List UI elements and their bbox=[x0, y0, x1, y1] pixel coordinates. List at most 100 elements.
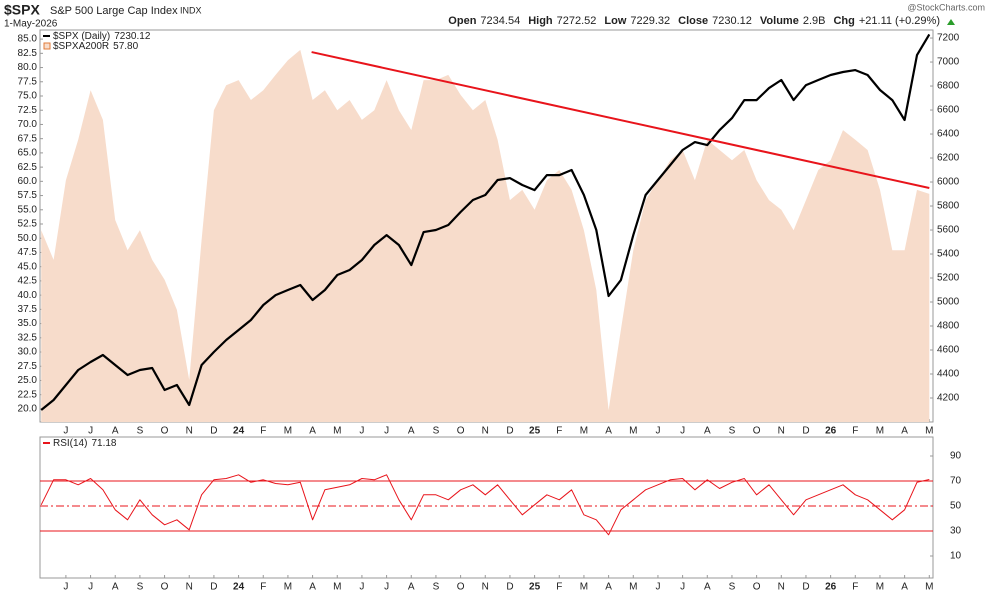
x-tick-label: A bbox=[704, 582, 711, 591]
legend-entry: $SPXA200R 57.80 bbox=[53, 41, 139, 52]
y-tick-label: 30.0 bbox=[18, 347, 38, 358]
x-tick-label: F bbox=[852, 426, 858, 437]
trendline bbox=[311, 51, 930, 190]
x-tick-label: D bbox=[802, 582, 809, 591]
quote-label: Open bbox=[448, 15, 476, 27]
x-tick-label: J bbox=[655, 582, 660, 591]
y2-tick-label: 4800 bbox=[937, 321, 960, 332]
x-tick-label: A bbox=[901, 426, 908, 437]
quote-label: Volume bbox=[760, 15, 799, 27]
x-tick-label: O bbox=[457, 582, 465, 591]
y-tick-label: 55.0 bbox=[18, 204, 38, 215]
y2-tick-label: 5400 bbox=[937, 249, 960, 260]
up-arrow bbox=[947, 19, 955, 25]
y2-tick-label: 4200 bbox=[937, 393, 960, 404]
x-tick-label: S bbox=[729, 582, 736, 591]
quote-label: Chg bbox=[833, 15, 854, 27]
x-tick-label: F bbox=[260, 426, 266, 437]
x-tick-label: J bbox=[88, 426, 93, 437]
x-tick-label: 24 bbox=[233, 582, 245, 591]
y2-tick-label: 7200 bbox=[937, 33, 960, 44]
x-tick-label: M bbox=[925, 582, 933, 591]
y-tick-label: 27.5 bbox=[18, 361, 38, 372]
x-tick-label: J bbox=[384, 426, 389, 437]
y-tick-label: 37.5 bbox=[18, 304, 38, 315]
quote-label: Close bbox=[678, 15, 708, 27]
area bbox=[41, 49, 930, 423]
x-tick-label: D bbox=[506, 426, 513, 437]
x-tick-label: F bbox=[556, 582, 562, 591]
y2-tick-label: 6000 bbox=[937, 177, 960, 188]
quote-value: 7230.12 bbox=[712, 15, 752, 27]
y-tick-label: 77.5 bbox=[18, 76, 38, 87]
x-tick-label: M bbox=[580, 582, 588, 591]
x-tick-label: M bbox=[925, 426, 933, 437]
y-tick-label: 47.5 bbox=[18, 247, 38, 258]
legend-name: RSI(14) bbox=[53, 438, 87, 449]
x-tick-label: N bbox=[778, 582, 785, 591]
y2-tick-label: 5200 bbox=[937, 273, 960, 284]
legend-value: 7230.12 bbox=[114, 31, 151, 42]
exchange: INDX bbox=[180, 5, 202, 15]
x-tick-label: S bbox=[137, 426, 144, 437]
quote-label: Low bbox=[604, 15, 626, 27]
x-tick-label: D bbox=[210, 426, 217, 437]
x-tick-label: M bbox=[333, 582, 341, 591]
y-tick-label: 70.0 bbox=[18, 119, 38, 130]
x-tick-label: J bbox=[359, 426, 364, 437]
x-tick-label: A bbox=[605, 582, 612, 591]
x-tick-label: A bbox=[704, 426, 711, 437]
x-tick-label: 24 bbox=[233, 426, 245, 437]
x-tick-label: J bbox=[680, 426, 685, 437]
x-tick-label: D bbox=[210, 582, 217, 591]
y-tick-label: 62.5 bbox=[18, 162, 38, 173]
x-tick-label: S bbox=[729, 426, 736, 437]
y-tick-label: 65.0 bbox=[18, 148, 38, 159]
y-tick-label: 45.0 bbox=[18, 261, 38, 272]
x-tick-label: N bbox=[186, 426, 193, 437]
x-tick-label: M bbox=[629, 426, 637, 437]
y-tick-label: 22.5 bbox=[18, 389, 38, 400]
x-tick-label: M bbox=[876, 426, 884, 437]
y-tick-label: 67.5 bbox=[18, 133, 38, 144]
x-tick-label: 25 bbox=[529, 582, 541, 591]
legend-swatch bbox=[43, 42, 51, 50]
x-tick-label: O bbox=[161, 426, 169, 437]
y-tick-label: 42.5 bbox=[18, 276, 38, 287]
line bbox=[40, 33, 931, 411]
y-tick-label: 60.0 bbox=[18, 176, 38, 187]
x-tick-label: J bbox=[655, 426, 660, 437]
x-tick-label: M bbox=[333, 426, 341, 437]
x-tick-label: M bbox=[284, 426, 292, 437]
y-tick-label: 20.0 bbox=[18, 404, 38, 415]
x-tick-label: S bbox=[137, 582, 144, 591]
y2-tick-label: 5000 bbox=[937, 297, 960, 308]
y-tick-label: 40.0 bbox=[18, 290, 38, 301]
x-tick-label: N bbox=[186, 582, 193, 591]
y-tick-label: 72.5 bbox=[18, 105, 38, 116]
y-tick-label: 90 bbox=[950, 451, 962, 462]
x-tick-label: J bbox=[63, 426, 68, 437]
date: 1-May-2026 bbox=[4, 19, 58, 30]
x-tick-label: N bbox=[778, 426, 785, 437]
y2-tick-label: 6800 bbox=[937, 81, 960, 92]
x-tick-label: 25 bbox=[529, 426, 541, 437]
x-tick-label: A bbox=[605, 426, 612, 437]
x-tick-label: N bbox=[482, 582, 489, 591]
x-tick-label: O bbox=[161, 582, 169, 591]
x-tick-label: A bbox=[309, 582, 316, 591]
y-tick-label: 35.0 bbox=[18, 318, 38, 329]
rsi-panel bbox=[39, 436, 934, 579]
x-tick-label: F bbox=[852, 582, 858, 591]
x-tick-label: F bbox=[556, 426, 562, 437]
y-tick-label: 52.5 bbox=[18, 219, 38, 230]
x-tick-label: J bbox=[88, 582, 93, 591]
y2-tick-label: 6400 bbox=[937, 129, 960, 140]
quote: Open 7234.54 High 7272.52 Low 7229.32 Close 723… bbox=[448, 15, 940, 27]
quote-value: 7229.32 bbox=[630, 15, 670, 27]
legend-entry: $SPX (Daily) 7230.12 bbox=[53, 31, 151, 42]
x-tick-label: S bbox=[433, 582, 440, 591]
y-tick-label: 75.0 bbox=[18, 91, 38, 102]
x-tick-label: O bbox=[457, 426, 465, 437]
x-tick-label: M bbox=[284, 582, 292, 591]
